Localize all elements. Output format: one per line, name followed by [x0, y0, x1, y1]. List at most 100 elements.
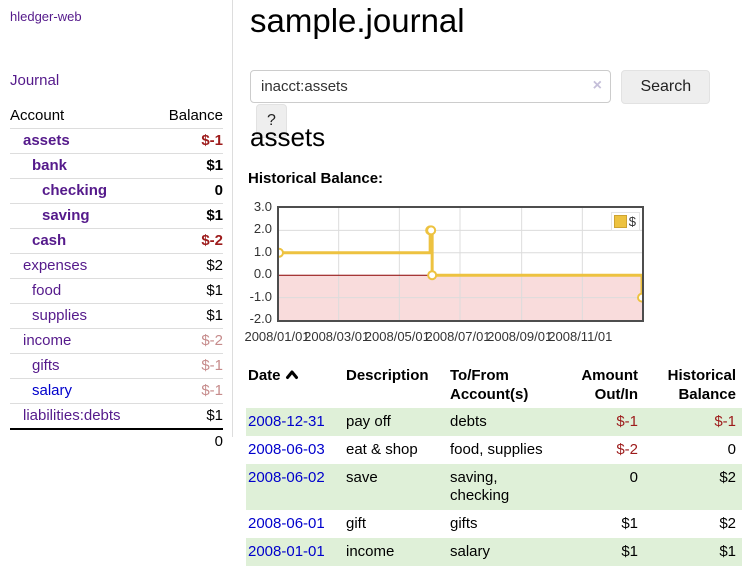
- column-header-date[interactable]: Date: [246, 360, 344, 408]
- transaction-balance: $2: [719, 515, 736, 532]
- transaction-date-link[interactable]: 2008-12-31: [248, 413, 325, 430]
- column-header-tofrom: To/From Account(s): [450, 367, 529, 403]
- column-header-amount: Amount Out/In: [581, 367, 638, 403]
- main-content: sample.journal × Search ? assets Histori…: [244, 0, 742, 582]
- brand-link[interactable]: hledger-web: [10, 9, 82, 24]
- account-row: expenses $2: [10, 253, 223, 279]
- x-tick-label: 2008/01/01: [244, 329, 310, 344]
- sidebar-item-journal[interactable]: Journal: [10, 72, 60, 89]
- x-tick-label: 2008/09/01: [487, 329, 553, 344]
- transaction-description: income: [346, 543, 395, 560]
- transaction-amount: 0: [629, 469, 638, 486]
- account-balance: $-2: [201, 332, 223, 349]
- account-row: gifts $-1: [10, 353, 223, 379]
- account-link-food[interactable]: food: [32, 282, 62, 299]
- account-link-liabilities-debts[interactable]: liabilities:debts: [23, 407, 121, 424]
- accounts-col-account: Account: [10, 107, 65, 124]
- account-link-bank[interactable]: bank: [32, 157, 68, 174]
- transaction-balance: $1: [719, 543, 736, 560]
- x-tick-label: 2008/03/01: [304, 329, 370, 344]
- account-balance: $1: [206, 407, 223, 424]
- account-balance: $1: [206, 282, 223, 299]
- clear-search-icon[interactable]: ×: [592, 77, 602, 94]
- help-button[interactable]: ?: [256, 104, 287, 138]
- register-header-row: Date Description To/From Account(s) Amoun…: [246, 360, 742, 408]
- transaction-balance: 0: [727, 441, 736, 458]
- column-header-description: Description: [346, 367, 429, 384]
- page-title: sample.journal: [250, 2, 465, 39]
- account-link-checking[interactable]: checking: [42, 182, 108, 199]
- chart-canvas: [279, 208, 642, 320]
- transaction-row: 2008-01-01 income salary $1 $1: [246, 538, 742, 566]
- account-balance: $1: [206, 157, 223, 174]
- account-row: income $-2: [10, 328, 223, 354]
- account-balance: $1: [206, 207, 223, 224]
- transaction-row: 2008-12-31 pay off debts $-1 $-1: [246, 408, 742, 436]
- legend-label: $: [628, 214, 636, 229]
- y-tick-label: 1.0: [253, 243, 272, 259]
- search-button[interactable]: Search: [621, 70, 711, 104]
- register-table: Date Description To/From Account(s) Amoun…: [246, 360, 742, 566]
- account-balance: $-1: [201, 132, 223, 149]
- transaction-accounts: gifts: [450, 515, 478, 532]
- transaction-amount: $-2: [616, 441, 638, 458]
- chart-plot-area[interactable]: $: [277, 206, 644, 322]
- account-link-assets[interactable]: assets: [23, 132, 70, 149]
- search-input[interactable]: [250, 70, 611, 103]
- account-link-supplies[interactable]: supplies: [32, 307, 88, 324]
- transaction-amount: $1: [621, 543, 638, 560]
- transaction-date-link[interactable]: 2008-01-01: [248, 543, 325, 560]
- accounts-total: 0: [214, 433, 223, 450]
- account-row: food $1: [10, 278, 223, 304]
- account-link-income[interactable]: income: [23, 332, 72, 349]
- transaction-row: 2008-06-03 eat & shop food, supplies $-2…: [246, 436, 742, 464]
- transaction-date-link[interactable]: 2008-06-01: [248, 515, 325, 532]
- account-balance: $1: [206, 307, 223, 324]
- transaction-date-link[interactable]: 2008-06-03: [248, 441, 325, 458]
- transaction-amount: $-1: [616, 413, 638, 430]
- account-balance: $-2: [201, 232, 223, 249]
- search-form: × Search ?: [250, 70, 742, 138]
- chart-title-label: Historical Balance:: [248, 170, 384, 187]
- transaction-row: 2008-06-02 save saving, checking 0 $2: [246, 464, 742, 510]
- y-tick-label: -2.0: [249, 311, 272, 326]
- account-row: saving $1: [10, 203, 223, 229]
- transaction-accounts: food, supplies: [450, 441, 543, 458]
- transaction-accounts: debts: [450, 413, 487, 430]
- accounts-col-balance: Balance: [168, 107, 223, 124]
- account-balance: 0: [214, 182, 223, 199]
- y-tick-label: 2.0: [253, 221, 272, 237]
- accounts-table: Account Balance assets $-1 bank $1 check…: [10, 104, 223, 454]
- transaction-amount: $1: [621, 515, 638, 532]
- sort-ascending-icon: [285, 366, 299, 385]
- account-row: supplies $1: [10, 303, 223, 329]
- x-tick-label: 2008/05/01: [364, 329, 430, 344]
- transaction-balance: $-1: [714, 413, 736, 430]
- register-account-heading: assets: [250, 122, 326, 152]
- column-header-historical: Historical Balance: [667, 367, 736, 403]
- account-row: bank $1: [10, 153, 223, 179]
- chart-legend: $: [610, 212, 640, 231]
- transaction-description: eat & shop: [346, 441, 418, 458]
- account-row: liabilities:debts $1: [10, 403, 223, 430]
- account-link-salary[interactable]: salary: [32, 382, 73, 399]
- account-balance: $2: [206, 257, 223, 274]
- sidebar: hledger-web Journal Account Balance asse…: [0, 0, 233, 450]
- account-link-gifts[interactable]: gifts: [32, 357, 60, 374]
- accounts-header-row: Account Balance: [10, 104, 223, 129]
- transaction-date-link[interactable]: 2008-06-02: [248, 469, 325, 486]
- account-balance: $-1: [201, 357, 223, 374]
- transaction-row: 2008-06-01 gift gifts $1 $2: [246, 510, 742, 538]
- transaction-accounts: saving, checking: [450, 469, 510, 504]
- transaction-accounts: salary: [450, 543, 491, 560]
- accounts-total-row: 0: [10, 429, 223, 454]
- account-link-cash[interactable]: cash: [32, 232, 67, 249]
- account-link-saving[interactable]: saving: [42, 207, 90, 224]
- transaction-balance: $2: [719, 469, 736, 486]
- account-row: assets $-1: [10, 128, 223, 154]
- account-row: cash $-2: [10, 228, 223, 254]
- x-tick-label: 2008/07/01: [425, 329, 491, 344]
- historical-balance-chart: 3.0 2.0 1.0 0.0 -1.0 -2.0 $ 2008/01/01 2008/03…: [244, 198, 742, 348]
- account-link-expenses[interactable]: expenses: [23, 257, 88, 274]
